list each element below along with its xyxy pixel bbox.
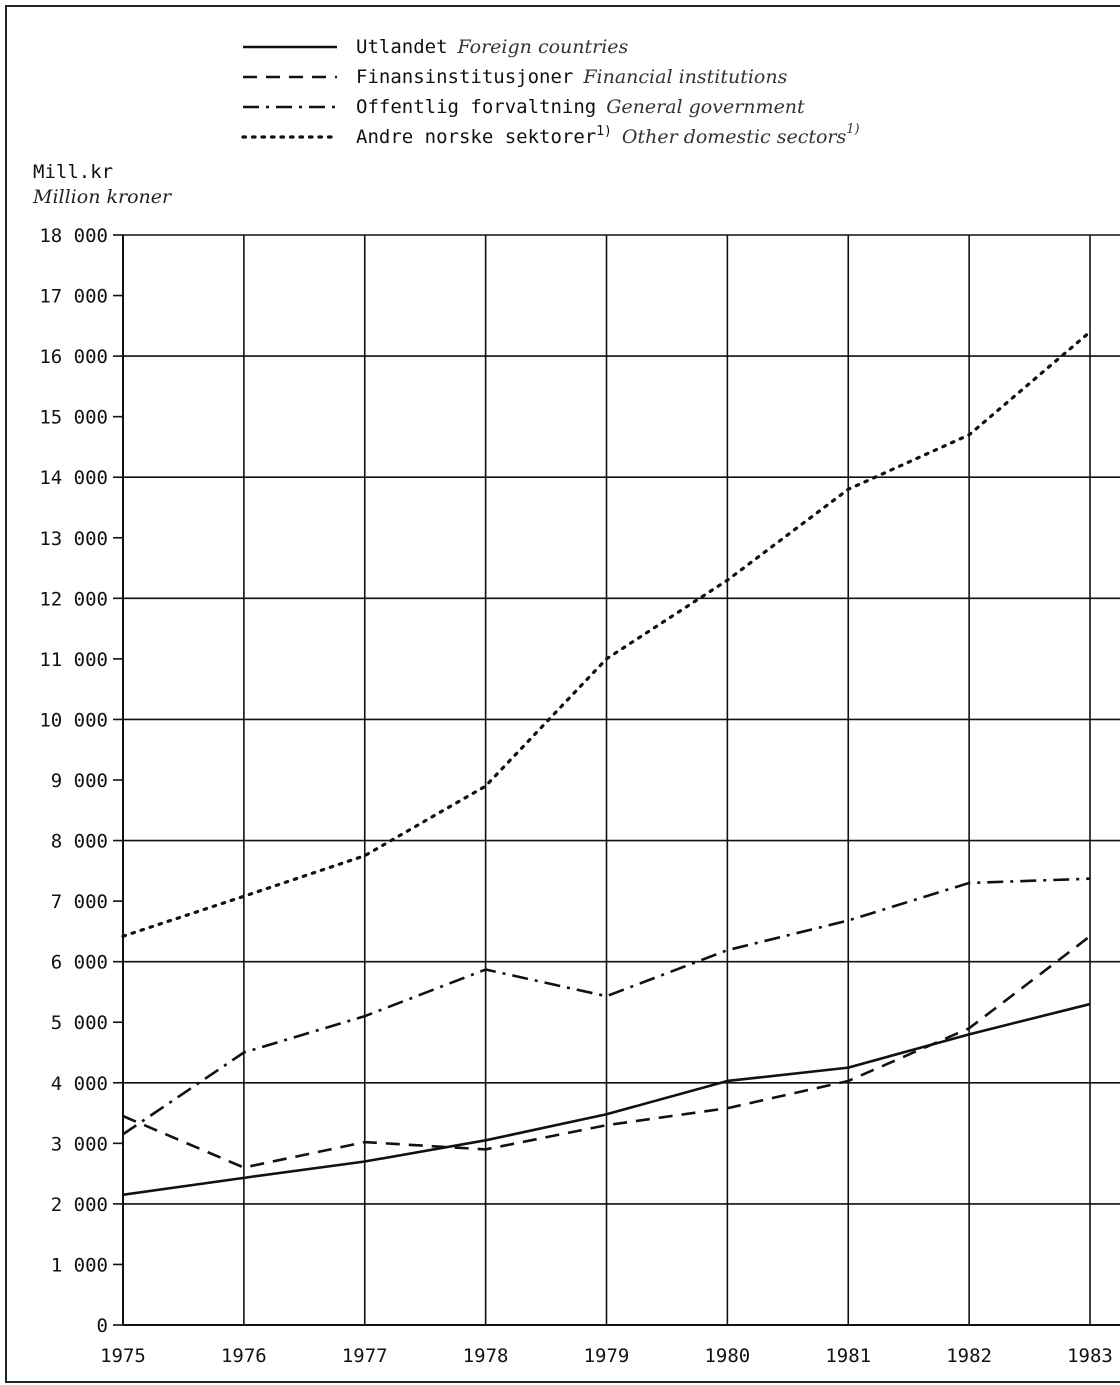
- y-tick-label: 4 000: [51, 1073, 108, 1095]
- y-tick-label: 11 000: [39, 649, 108, 671]
- x-tick-label: 1977: [342, 1345, 388, 1367]
- y-tick-label: 10 000: [39, 709, 108, 731]
- legend-label-en: General government: [606, 96, 805, 118]
- unit-label-en: Million kroner: [32, 186, 173, 208]
- series-line-3: [122, 877, 1091, 1136]
- x-axis: 1975 1976 1977 1978 1979 1980 1981 1982 1983: [100, 1345, 1113, 1367]
- y-tick-label: 2 000: [51, 1194, 108, 1216]
- legend-entry: Offentlig forvaltning General government: [356, 96, 805, 118]
- x-tick-label: 1981: [825, 1345, 871, 1367]
- legend-entry: Andre norske sektorer1) Other domestic se…: [356, 122, 860, 148]
- x-tick-label: 1976: [221, 1345, 267, 1367]
- y-tick-label: 6 000: [51, 952, 108, 974]
- unit-label: Mill.kr: [33, 161, 113, 183]
- x-tick-label: 1975: [100, 1345, 146, 1367]
- legend-label-no: Finansinstitusjoner: [356, 66, 573, 88]
- y-tick-label: 9 000: [51, 770, 108, 792]
- y-tick-label: 14 000: [39, 467, 108, 489]
- legend-label-en: Financial institutions: [582, 66, 787, 88]
- x-tick-label: 1979: [584, 1345, 630, 1367]
- y-tick-label: 8 000: [51, 831, 108, 853]
- y-tick-label: 5 000: [51, 1012, 108, 1034]
- y-tick-label: 13 000: [39, 528, 108, 550]
- x-tick-label: 1982: [946, 1345, 992, 1367]
- series-lines: [121, 330, 1092, 1197]
- y-tick-label: 1 000: [51, 1254, 108, 1276]
- y-axis: 0 1 000 2 000 3 000 4 000 5 000 6 000 7 000 8 00…: [39, 225, 123, 1337]
- legend-footnote-mark: 1): [596, 124, 612, 139]
- x-tick-label: 1978: [463, 1345, 509, 1367]
- legend-label-en: Other domestic sectors: [622, 126, 847, 148]
- grid: [122, 234, 1120, 1326]
- legend-entry: Finansinstitusjoner Financial institution…: [356, 66, 788, 88]
- series-line-4: [121, 330, 1092, 938]
- y-tick-label: 12 000: [39, 588, 108, 610]
- y-tick-label: 15 000: [39, 407, 108, 429]
- legend-label-no: Utlandet: [356, 36, 448, 58]
- y-tick-label: 7 000: [51, 891, 108, 913]
- x-tick-label: 1983: [1067, 1345, 1113, 1367]
- y-tick-label: 0: [97, 1315, 108, 1337]
- y-tick-label: 16 000: [39, 346, 108, 368]
- y-tick-label: 17 000: [39, 286, 108, 308]
- legend-label-no: Andre norske sektorer: [356, 126, 596, 148]
- legend-footnote-mark: 1): [846, 122, 859, 137]
- legend-entry: Utlandet Foreign countries: [356, 36, 629, 58]
- series-line-2: [122, 935, 1091, 1169]
- y-tick-label: 3 000: [51, 1133, 108, 1155]
- y-tick-label: 18 000: [39, 225, 108, 247]
- legend-label-no: Offentlig forvaltning: [356, 96, 596, 118]
- figure-border: [5, 5, 1120, 1383]
- legend: Utlandet Foreign countries Finansinstitusj…: [241, 36, 860, 148]
- legend-label-en: Foreign countries: [457, 36, 629, 58]
- x-tick-label: 1980: [704, 1345, 750, 1367]
